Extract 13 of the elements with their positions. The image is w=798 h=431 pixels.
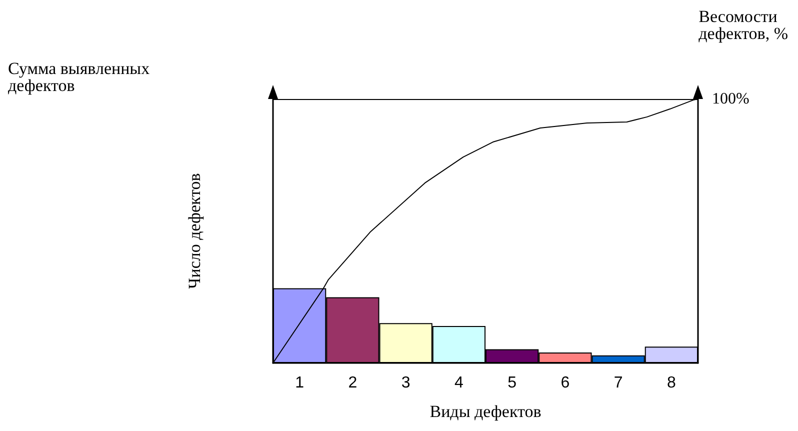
ref-line-label: 100% — [712, 90, 750, 108]
x-tick-label: 5 — [508, 374, 517, 392]
y-axis-title: Число дефектов — [185, 173, 204, 289]
text: Сумма выявленных дефектов — [8, 59, 150, 95]
x-tick-label: 4 — [454, 374, 464, 392]
x-tick-label: 3 — [401, 374, 410, 392]
x-tick-label: 8 — [666, 374, 676, 392]
text: Весомости дефектов, % — [698, 7, 788, 43]
x-axis-title: Виды дефектов — [430, 402, 542, 421]
x-tick-label: 6 — [560, 374, 570, 392]
x-tick-label: 1 — [295, 374, 304, 392]
x-tick-label: 7 — [614, 374, 623, 392]
x-tick-label: 2 — [348, 374, 358, 392]
